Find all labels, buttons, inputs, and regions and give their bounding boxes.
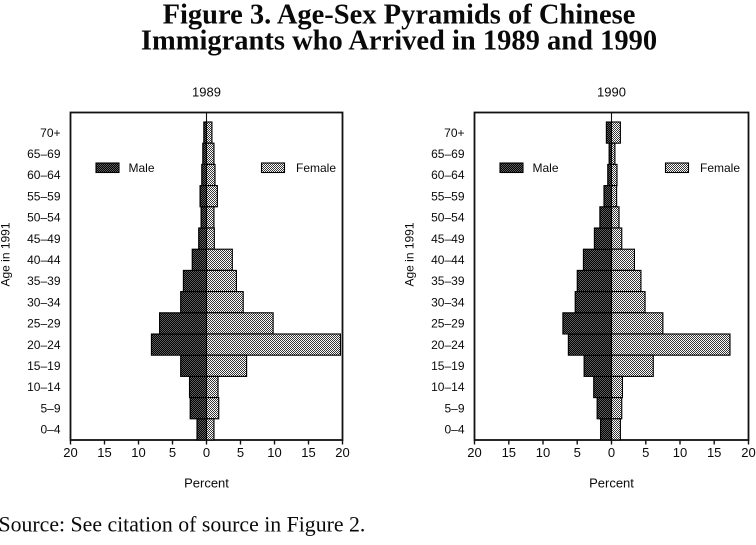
svg-text:Source: See citation of source: Source: See citation of source in Figure… bbox=[0, 513, 365, 537]
svg-text:0–4: 0–4 bbox=[444, 423, 464, 437]
svg-text:60–64: 60–64 bbox=[27, 168, 61, 182]
svg-text:60–64: 60–64 bbox=[431, 168, 465, 182]
svg-text:55–59: 55–59 bbox=[431, 189, 465, 203]
svg-text:10: 10 bbox=[673, 445, 687, 460]
svg-text:20: 20 bbox=[741, 445, 755, 460]
svg-text:70+: 70+ bbox=[444, 126, 464, 140]
svg-text:70+: 70+ bbox=[40, 126, 60, 140]
svg-text:Female: Female bbox=[700, 161, 740, 175]
svg-text:Female: Female bbox=[296, 161, 336, 175]
svg-text:20: 20 bbox=[63, 445, 77, 460]
svg-text:15: 15 bbox=[97, 445, 111, 460]
svg-text:30–34: 30–34 bbox=[431, 295, 465, 309]
svg-text:5: 5 bbox=[237, 445, 244, 460]
svg-text:Age in 1991: Age in 1991 bbox=[0, 222, 13, 286]
svg-text:45–49: 45–49 bbox=[431, 232, 465, 246]
svg-text:10: 10 bbox=[267, 445, 281, 460]
svg-text:0: 0 bbox=[608, 445, 615, 460]
svg-text:15: 15 bbox=[301, 445, 315, 460]
svg-text:35–39: 35–39 bbox=[27, 274, 61, 288]
svg-text:10–14: 10–14 bbox=[27, 380, 61, 394]
svg-text:65–69: 65–69 bbox=[431, 147, 465, 161]
svg-text:50–54: 50–54 bbox=[27, 211, 61, 225]
svg-text:10: 10 bbox=[131, 445, 145, 460]
svg-text:5: 5 bbox=[169, 445, 176, 460]
svg-text:50–54: 50–54 bbox=[431, 211, 465, 225]
svg-text:35–39: 35–39 bbox=[431, 274, 465, 288]
svg-text:Male: Male bbox=[533, 161, 559, 175]
svg-text:45–49: 45–49 bbox=[27, 232, 61, 246]
svg-text:5: 5 bbox=[642, 445, 649, 460]
svg-text:15–19: 15–19 bbox=[27, 359, 61, 373]
svg-text:15: 15 bbox=[707, 445, 721, 460]
svg-text:1989: 1989 bbox=[192, 85, 221, 100]
svg-text:20–24: 20–24 bbox=[431, 338, 465, 352]
svg-text:65–69: 65–69 bbox=[27, 147, 61, 161]
svg-text:1990: 1990 bbox=[597, 85, 626, 100]
svg-text:Male: Male bbox=[129, 161, 155, 175]
svg-text:0–4: 0–4 bbox=[40, 423, 60, 437]
svg-text:20: 20 bbox=[335, 445, 349, 460]
svg-text:15: 15 bbox=[502, 445, 516, 460]
svg-text:10: 10 bbox=[536, 445, 550, 460]
svg-text:25–29: 25–29 bbox=[27, 317, 61, 331]
svg-text:5–9: 5–9 bbox=[444, 401, 464, 415]
svg-text:30–34: 30–34 bbox=[27, 295, 61, 309]
svg-text:20: 20 bbox=[467, 445, 481, 460]
svg-text:5–9: 5–9 bbox=[40, 401, 60, 415]
svg-text:55–59: 55–59 bbox=[27, 189, 61, 203]
svg-text:Immigrants who Arrived in 1989: Immigrants who Arrived in 1989 and 1990 bbox=[141, 26, 657, 57]
svg-text:0: 0 bbox=[203, 445, 210, 460]
svg-text:40–44: 40–44 bbox=[27, 253, 61, 267]
svg-text:Percent: Percent bbox=[589, 476, 634, 491]
svg-text:25–29: 25–29 bbox=[431, 317, 465, 331]
svg-text:5: 5 bbox=[574, 445, 581, 460]
svg-text:Figure 3. Age-Sex Pyramids of: Figure 3. Age-Sex Pyramids of Chinese bbox=[163, 0, 636, 31]
svg-text:Age in 1991: Age in 1991 bbox=[403, 222, 417, 286]
svg-text:20–24: 20–24 bbox=[27, 338, 61, 352]
svg-text:Percent: Percent bbox=[184, 476, 229, 491]
svg-text:10–14: 10–14 bbox=[431, 380, 465, 394]
svg-text:15–19: 15–19 bbox=[431, 359, 465, 373]
svg-text:40–44: 40–44 bbox=[431, 253, 465, 267]
